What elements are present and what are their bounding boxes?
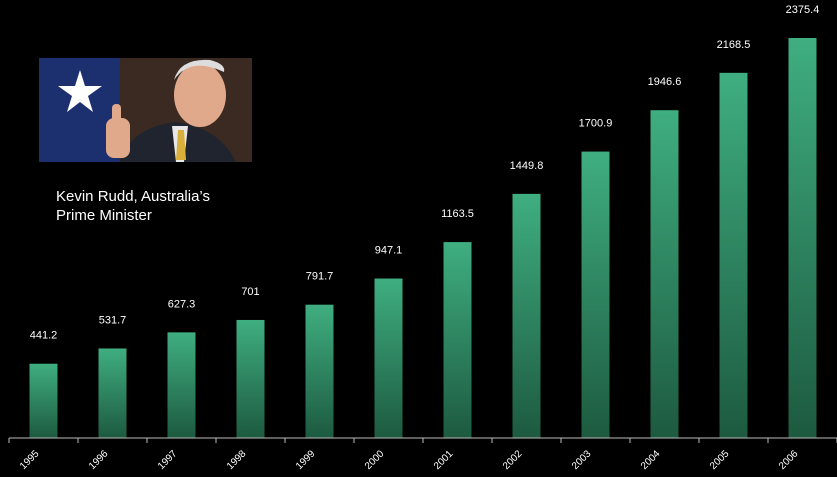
x-tick-label: 1999 bbox=[294, 448, 318, 472]
x-tick-label: 2004 bbox=[639, 448, 663, 472]
value-label: 1449.8 bbox=[510, 160, 544, 172]
x-tick-label: 2001 bbox=[432, 448, 456, 472]
photo bbox=[39, 58, 252, 162]
value-label: 2375.4 bbox=[786, 4, 820, 16]
bar bbox=[167, 332, 196, 438]
bar bbox=[788, 38, 817, 438]
bar bbox=[443, 242, 472, 438]
bar bbox=[581, 151, 610, 438]
x-tick-label: 2002 bbox=[501, 448, 525, 472]
x-tick-label: 2005 bbox=[708, 448, 732, 472]
x-tick-label: 1997 bbox=[156, 448, 180, 472]
value-label: 2168.5 bbox=[717, 39, 751, 51]
x-tick-label: 1996 bbox=[87, 448, 111, 472]
caption: Kevin Rudd, Australia’s Prime Minister bbox=[56, 188, 210, 224]
x-tick-label: 2000 bbox=[363, 448, 387, 472]
x-tick-label: 1998 bbox=[225, 448, 249, 472]
bar bbox=[236, 319, 265, 438]
bar bbox=[98, 348, 127, 438]
bar bbox=[650, 110, 679, 438]
x-tick-label: 2003 bbox=[570, 448, 594, 472]
value-label: 701 bbox=[241, 286, 259, 298]
bar bbox=[29, 363, 58, 438]
value-label: 791.7 bbox=[306, 271, 334, 283]
value-label: 627.3 bbox=[168, 298, 196, 310]
bar bbox=[374, 278, 403, 438]
value-label: 1163.5 bbox=[441, 208, 474, 220]
x-tick-label: 1995 bbox=[18, 448, 42, 472]
value-label: 531.7 bbox=[99, 314, 127, 326]
bar bbox=[305, 304, 334, 438]
value-label: 1700.9 bbox=[579, 118, 613, 130]
value-label: 947.1 bbox=[375, 245, 403, 257]
x-tick-label: 2006 bbox=[777, 448, 801, 472]
value-label: 441.2 bbox=[30, 330, 58, 342]
bar bbox=[719, 72, 748, 438]
value-label: 1946.6 bbox=[648, 76, 682, 88]
bar bbox=[512, 193, 541, 438]
